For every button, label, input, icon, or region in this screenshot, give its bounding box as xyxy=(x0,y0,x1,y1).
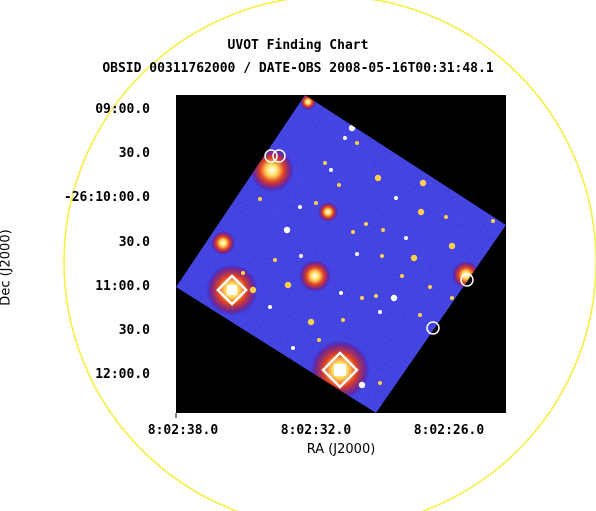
dec-tick-label: -26:10:00.0 xyxy=(63,190,150,205)
x-axis-label: RA (J2000) xyxy=(306,442,376,457)
ra-tick-label: 8:02:32.0 xyxy=(280,423,352,438)
star xyxy=(374,174,382,182)
star xyxy=(329,168,333,172)
bright-star xyxy=(299,260,331,292)
star xyxy=(450,296,454,300)
dec-tick-label: 30.0 xyxy=(118,146,150,161)
star xyxy=(355,141,359,145)
source-marker[interactable] xyxy=(460,273,474,287)
star xyxy=(341,318,345,322)
star xyxy=(351,230,355,234)
saturated-star-core xyxy=(321,351,359,389)
saturated-star-center xyxy=(227,285,237,295)
star xyxy=(273,258,277,262)
saturated-star-center xyxy=(334,364,346,376)
star xyxy=(299,254,303,258)
star xyxy=(339,291,343,295)
star xyxy=(317,338,321,342)
star xyxy=(283,226,291,234)
star xyxy=(249,286,257,294)
y-axis-label: Dec (J2000) xyxy=(0,229,14,306)
dec-tick-label: 30.0 xyxy=(118,323,150,338)
star xyxy=(355,252,359,256)
dec-tick-label: 09:00.0 xyxy=(95,102,150,117)
field-of-view-circle xyxy=(63,0,596,511)
star xyxy=(298,205,302,209)
star xyxy=(374,294,378,298)
chart-title: UVOT Finding Chart xyxy=(227,38,369,53)
source-marker[interactable] xyxy=(272,149,286,163)
star xyxy=(378,381,382,385)
star xyxy=(358,381,366,389)
star xyxy=(417,208,425,216)
dec-tick-label: 11:00.0 xyxy=(95,279,150,294)
dec-tick-label: 12:00.0 xyxy=(95,367,150,382)
ra-tick-label: 8:02:38.0 xyxy=(147,423,219,438)
star xyxy=(381,228,385,232)
star xyxy=(323,161,327,165)
star xyxy=(410,254,418,262)
star xyxy=(444,215,448,219)
star xyxy=(418,313,422,317)
bright-star xyxy=(318,202,338,222)
saturated-star-core xyxy=(216,274,248,306)
chart-subtitle: OBSID 00311762000 / DATE-OBS 2008-05-16T… xyxy=(102,61,494,76)
star xyxy=(241,271,245,275)
star xyxy=(364,222,368,226)
star xyxy=(394,196,398,200)
bright-star xyxy=(211,231,235,255)
star xyxy=(378,310,382,314)
star xyxy=(491,219,495,223)
star xyxy=(314,201,318,205)
ra-tick-label: 8:02:26.0 xyxy=(413,423,485,438)
star xyxy=(360,296,364,300)
star xyxy=(400,274,404,278)
star xyxy=(337,183,341,187)
source-marker[interactable] xyxy=(264,149,278,163)
star xyxy=(390,294,398,302)
star xyxy=(419,179,427,187)
source-marker[interactable] xyxy=(426,321,440,335)
star xyxy=(291,346,295,350)
star xyxy=(343,136,347,140)
star xyxy=(284,281,292,289)
star xyxy=(258,197,262,201)
star xyxy=(268,305,272,309)
star xyxy=(428,285,432,289)
dec-tick-label: 30.0 xyxy=(118,235,150,250)
star xyxy=(404,236,408,240)
star xyxy=(380,254,384,258)
star xyxy=(448,242,456,250)
star xyxy=(307,318,315,326)
